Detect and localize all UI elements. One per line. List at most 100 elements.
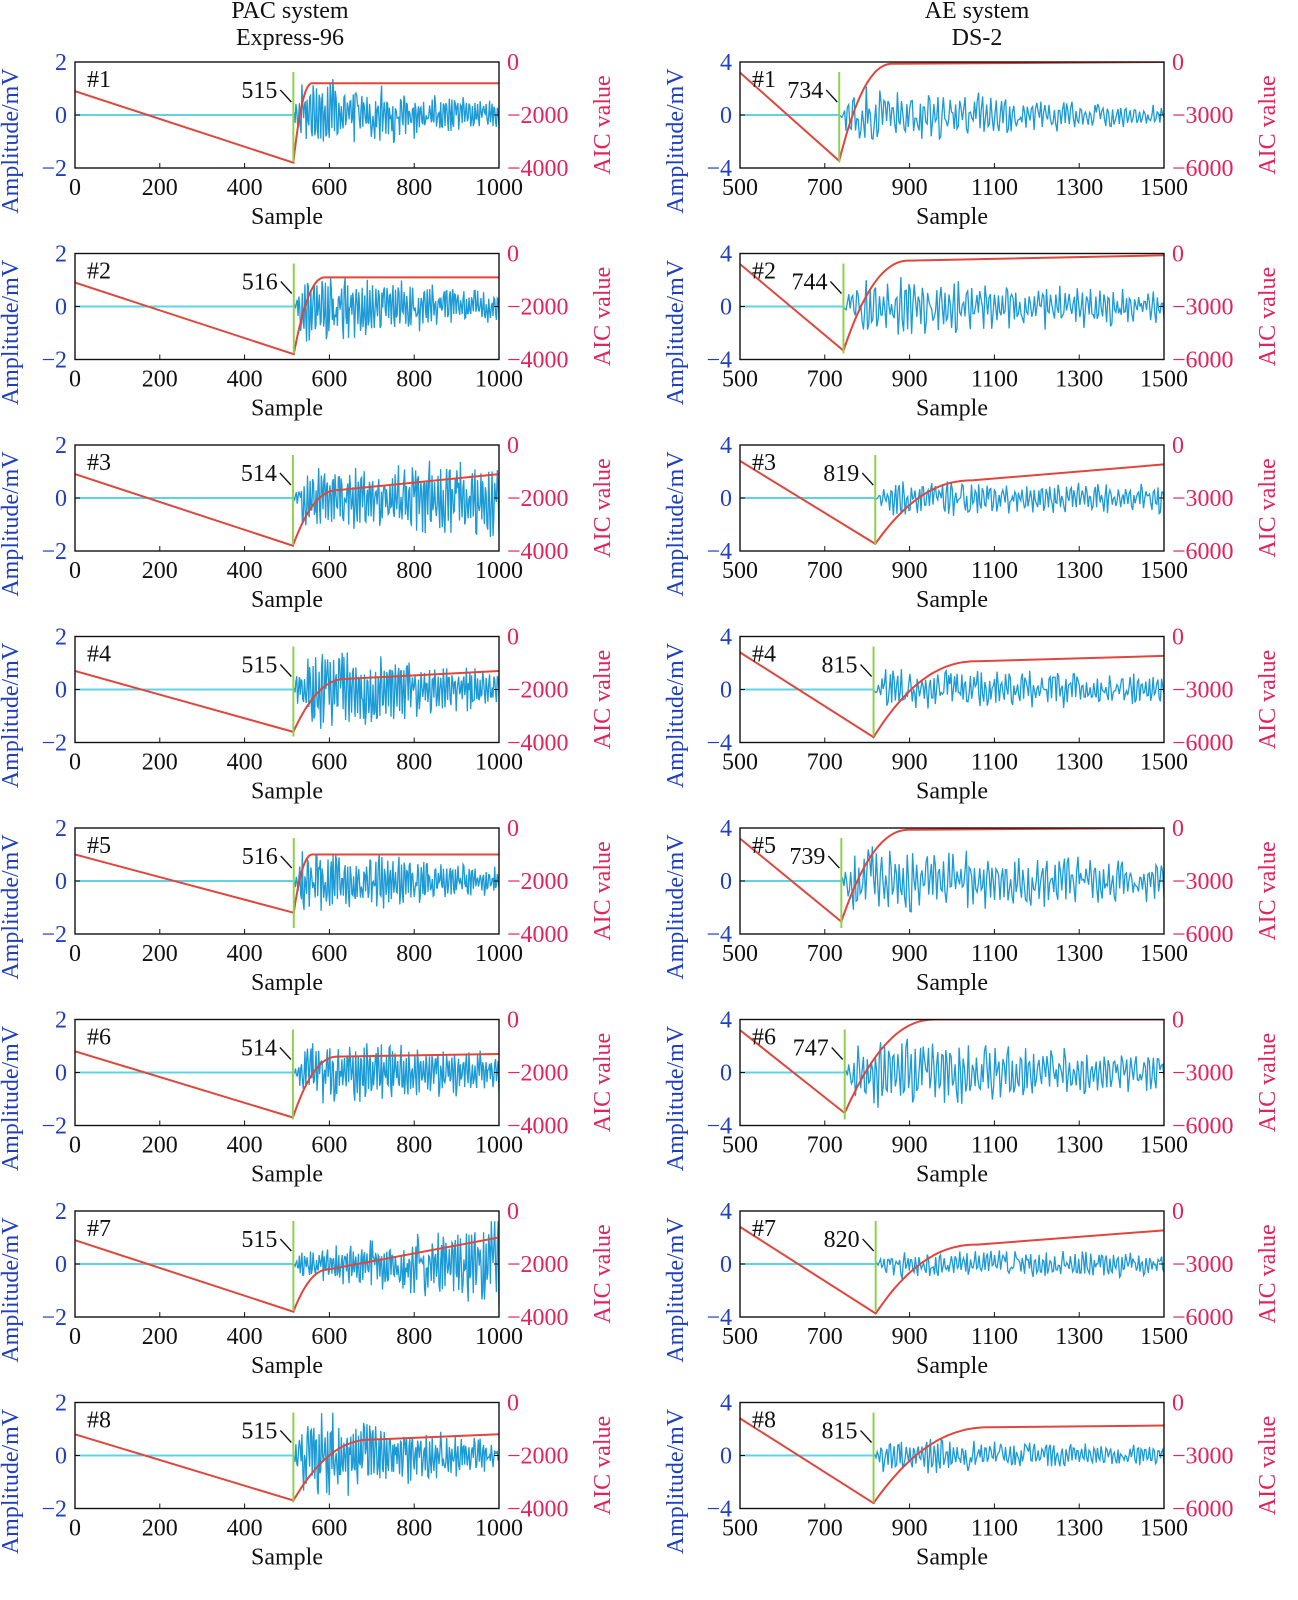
x-tick-label: 1300 xyxy=(1055,941,1103,967)
aic-tick-label: −3000 xyxy=(1172,295,1234,321)
pick-leader xyxy=(279,1047,292,1060)
x-tick-label: 1000 xyxy=(475,1133,523,1159)
waveform-line xyxy=(875,1250,1164,1280)
pick-leader xyxy=(861,472,874,486)
y-axis-label: Amplitude/mV xyxy=(663,68,689,214)
panel-label: #8 xyxy=(752,1408,776,1434)
y-tick-label: −2 xyxy=(41,156,67,182)
x-axis-label: Sample xyxy=(916,1162,988,1188)
x-tick-label: 400 xyxy=(227,1324,263,1350)
x-tick-label: 500 xyxy=(722,175,758,201)
aic-axis-label: AIC value xyxy=(1255,1416,1281,1515)
column-title-pac-line1: PAC system xyxy=(231,0,349,24)
x-tick-label: 900 xyxy=(892,941,928,967)
aic-tick-label: −3000 xyxy=(1172,1061,1234,1087)
x-tick-label: 600 xyxy=(311,367,347,393)
x-tick-label: 200 xyxy=(142,1516,178,1542)
y-tick-label: −4 xyxy=(706,156,732,182)
y-tick-label: −2 xyxy=(41,1114,67,1140)
aic-curve xyxy=(740,1019,1164,1115)
y-axis-label: Amplitude/mV xyxy=(0,834,24,980)
aic-curve xyxy=(740,651,1164,739)
pick-label: 516 xyxy=(242,270,278,296)
aic-curve xyxy=(740,828,1164,924)
waveform-line xyxy=(292,1043,499,1104)
aic-tick-label: −4000 xyxy=(507,156,569,182)
aic-curve xyxy=(75,1236,499,1313)
aic-tick-label: −4000 xyxy=(507,539,569,565)
pick-leader xyxy=(827,855,840,869)
y-tick-label: 4 xyxy=(720,816,732,842)
x-tick-label: 1500 xyxy=(1140,175,1188,201)
x-tick-label: 0 xyxy=(69,1324,81,1350)
y-axis-label: Amplitude/mV xyxy=(663,451,689,597)
aic-tick-label: −3000 xyxy=(1172,1444,1234,1470)
waveform-line xyxy=(293,851,499,911)
aic-tick-label: −6000 xyxy=(1172,922,1234,948)
x-tick-label: 700 xyxy=(807,1516,843,1542)
pick-leader xyxy=(279,1430,292,1443)
panel-ae-8: #8 815 500 700 900 1100 1300 1500 Sample −4 0 4 Ampl… xyxy=(663,1391,1281,1571)
panel-label: #5 xyxy=(752,833,776,859)
aic-tick-label: −6000 xyxy=(1172,1114,1234,1140)
x-tick-label: 1300 xyxy=(1055,1133,1103,1159)
y-tick-label: −2 xyxy=(41,1305,67,1331)
aic-curve xyxy=(740,254,1164,353)
x-tick-label: 200 xyxy=(142,558,178,584)
y-axis-label: Amplitude/mV xyxy=(0,1025,24,1171)
aic-axis-label: AIC value xyxy=(590,267,616,366)
x-tick-label: 200 xyxy=(142,1324,178,1350)
aic-tick-label: −3000 xyxy=(1172,486,1234,512)
plot-area xyxy=(740,1221,1164,1315)
x-tick-label: 1100 xyxy=(971,367,1018,393)
aic-tick-label: 0 xyxy=(1172,1391,1184,1417)
y-tick-label: 4 xyxy=(720,433,732,459)
x-tick-label: 0 xyxy=(69,367,81,393)
aic-curve xyxy=(740,62,1164,163)
aic-tick-label: −2000 xyxy=(507,1444,569,1470)
plot-area xyxy=(75,1412,499,1503)
x-tick-label: 1300 xyxy=(1055,558,1103,584)
y-axis-label: Amplitude/mV xyxy=(663,259,689,405)
aic-tick-label: 0 xyxy=(507,1008,519,1034)
y-tick-label: 4 xyxy=(720,1391,732,1417)
aic-tick-label: 0 xyxy=(507,1391,519,1417)
x-tick-label: 800 xyxy=(396,750,432,776)
y-tick-label: −2 xyxy=(41,922,67,948)
x-axis-label: Sample xyxy=(916,779,988,805)
x-tick-label: 1000 xyxy=(475,941,523,967)
pick-leader xyxy=(860,1430,873,1443)
aic-tick-label: −3000 xyxy=(1172,678,1234,704)
aic-tick-label: 0 xyxy=(507,625,519,651)
y-tick-label: −4 xyxy=(706,1114,732,1140)
column-title-pac-line2: Express-96 xyxy=(236,25,344,51)
waveform-line xyxy=(293,1221,499,1307)
waveform-line xyxy=(873,1437,1164,1474)
aic-curve xyxy=(740,1417,1164,1505)
y-tick-label: 4 xyxy=(720,50,732,76)
x-tick-label: 1000 xyxy=(475,1324,523,1350)
pick-leader xyxy=(280,281,293,294)
x-tick-label: 1100 xyxy=(971,1516,1018,1542)
y-axis-label: Amplitude/mV xyxy=(0,642,24,788)
pick-label: 515 xyxy=(241,1419,277,1445)
y-tick-label: 0 xyxy=(720,486,732,512)
x-tick-label: 400 xyxy=(227,1516,263,1542)
x-tick-label: 1500 xyxy=(1140,750,1188,776)
waveform-line xyxy=(838,86,1164,141)
y-tick-label: 2 xyxy=(55,1008,67,1034)
aic-tick-label: 0 xyxy=(1172,242,1184,268)
plot-area xyxy=(740,455,1164,546)
x-tick-label: 1100 xyxy=(971,558,1018,584)
y-tick-label: 2 xyxy=(55,1199,67,1225)
x-tick-label: 1000 xyxy=(475,750,523,776)
x-tick-label: 600 xyxy=(311,941,347,967)
waveform-line xyxy=(292,79,499,143)
x-tick-label: 900 xyxy=(892,1324,928,1350)
x-tick-label: 1500 xyxy=(1140,1324,1188,1350)
aic-curve xyxy=(740,1226,1164,1315)
y-tick-label: 0 xyxy=(55,486,67,512)
